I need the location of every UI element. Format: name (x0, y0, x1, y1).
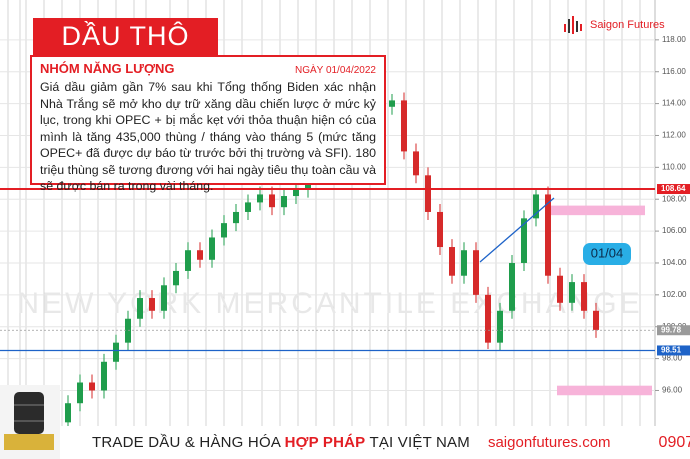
phone[interactable]: 0907.398.720 (658, 433, 690, 451)
axis-panel (655, 0, 690, 459)
brand-name: Saigon Futures (590, 19, 665, 31)
y-tick-label: 98.00 (662, 354, 683, 363)
candle-body (125, 318, 131, 343)
brand: Saigon Futures (563, 16, 665, 34)
oil-icon (0, 385, 60, 459)
candle-body (581, 282, 587, 311)
y-tick-label: 108.00 (662, 194, 687, 203)
annotation: 01/04 (591, 245, 624, 260)
y-tick-label: 106.00 (662, 226, 687, 235)
candle-body (497, 310, 503, 343)
annotation-box (583, 243, 631, 265)
candle-body (101, 361, 107, 391)
candle-body (593, 310, 599, 330)
candle-body (185, 250, 191, 271)
candle-body (557, 275, 563, 303)
note-date: NGÀY 01/04/2022 (295, 65, 376, 76)
brand-logo (564, 16, 582, 34)
candle-body (221, 223, 227, 238)
candle-body (269, 194, 275, 208)
y-tick-label: 112.00 (662, 131, 686, 140)
candle-body (401, 100, 407, 152)
candle-body (161, 285, 167, 311)
slogan: TRADE DẦU & HÀNG HÓA HỢP PHÁP TẠI VIỆT N… (92, 434, 470, 451)
candle-body (545, 194, 551, 276)
watermark: NEW YORK MERCANTILE EXCHANGE (17, 287, 642, 320)
candle-body (485, 294, 491, 343)
website[interactable]: saigonfutures.com (487, 434, 611, 451)
level-tag (657, 325, 690, 336)
trend-line (479, 197, 555, 263)
candle-body (209, 237, 215, 260)
y-tick-label: 110.00 (662, 162, 686, 171)
y-tick-label: 114.00 (662, 99, 686, 108)
candle-body (245, 202, 251, 212)
candle-body (281, 196, 287, 208)
candle-body (569, 282, 575, 303)
footer: TRADE DẦU & HÀNG HÓA HỢP PHÁP TẠI VIỆT N… (60, 426, 690, 459)
candle-body (197, 250, 203, 260)
candle-body (173, 270, 179, 286)
level-label: 99.78 (661, 325, 682, 334)
y-tick-label: 96.00 (662, 386, 683, 395)
candle-body (77, 382, 83, 404)
slogan-highlight: HỢP PHÁP (284, 434, 366, 451)
y-tick-label: 118.00 (662, 35, 686, 44)
candle-body (521, 218, 527, 263)
level-label: 108.64 (661, 184, 686, 193)
level-tag (657, 184, 690, 195)
candle-body (413, 151, 419, 176)
candle-body (149, 298, 155, 311)
candle-body (293, 189, 299, 197)
candle-body (113, 342, 119, 362)
candle-body (65, 403, 71, 423)
candle-body (389, 100, 395, 107)
y-tick-label: 104.00 (662, 258, 687, 267)
candle-body (89, 382, 95, 391)
candle-body (425, 175, 431, 212)
note-box: NHÓM NĂNG LƯỢNG NGÀY 01/04/2022 Giá dầu … (30, 55, 386, 193)
candle-body (233, 211, 239, 224)
title: DẦU THÔ WTI (33, 18, 218, 88)
candle-body (473, 250, 479, 295)
note-group: NHÓM NĂNG LƯỢNG (40, 61, 175, 76)
candle-body (257, 194, 263, 203)
candle-body (509, 262, 515, 311)
candle-body (533, 194, 539, 219)
y-tick-label: 102.00 (662, 290, 687, 299)
level-label: 98.51 (661, 346, 682, 355)
price-zone (557, 385, 652, 396)
candle-body (137, 298, 143, 319)
note-text: Giá dầu giảm gần 7% sau khi Tổng thống B… (40, 80, 376, 193)
candle-body (449, 247, 455, 276)
slogan-text: TRADE DẦU & HÀNG HÓA (92, 434, 285, 451)
candle-body (437, 211, 443, 248)
candle-body (461, 250, 467, 276)
level-tag (657, 345, 690, 356)
y-tick-label: 116.00 (662, 67, 686, 76)
slogan-text: TẠI VIỆT NAM (365, 434, 470, 451)
price-zone (550, 205, 645, 216)
